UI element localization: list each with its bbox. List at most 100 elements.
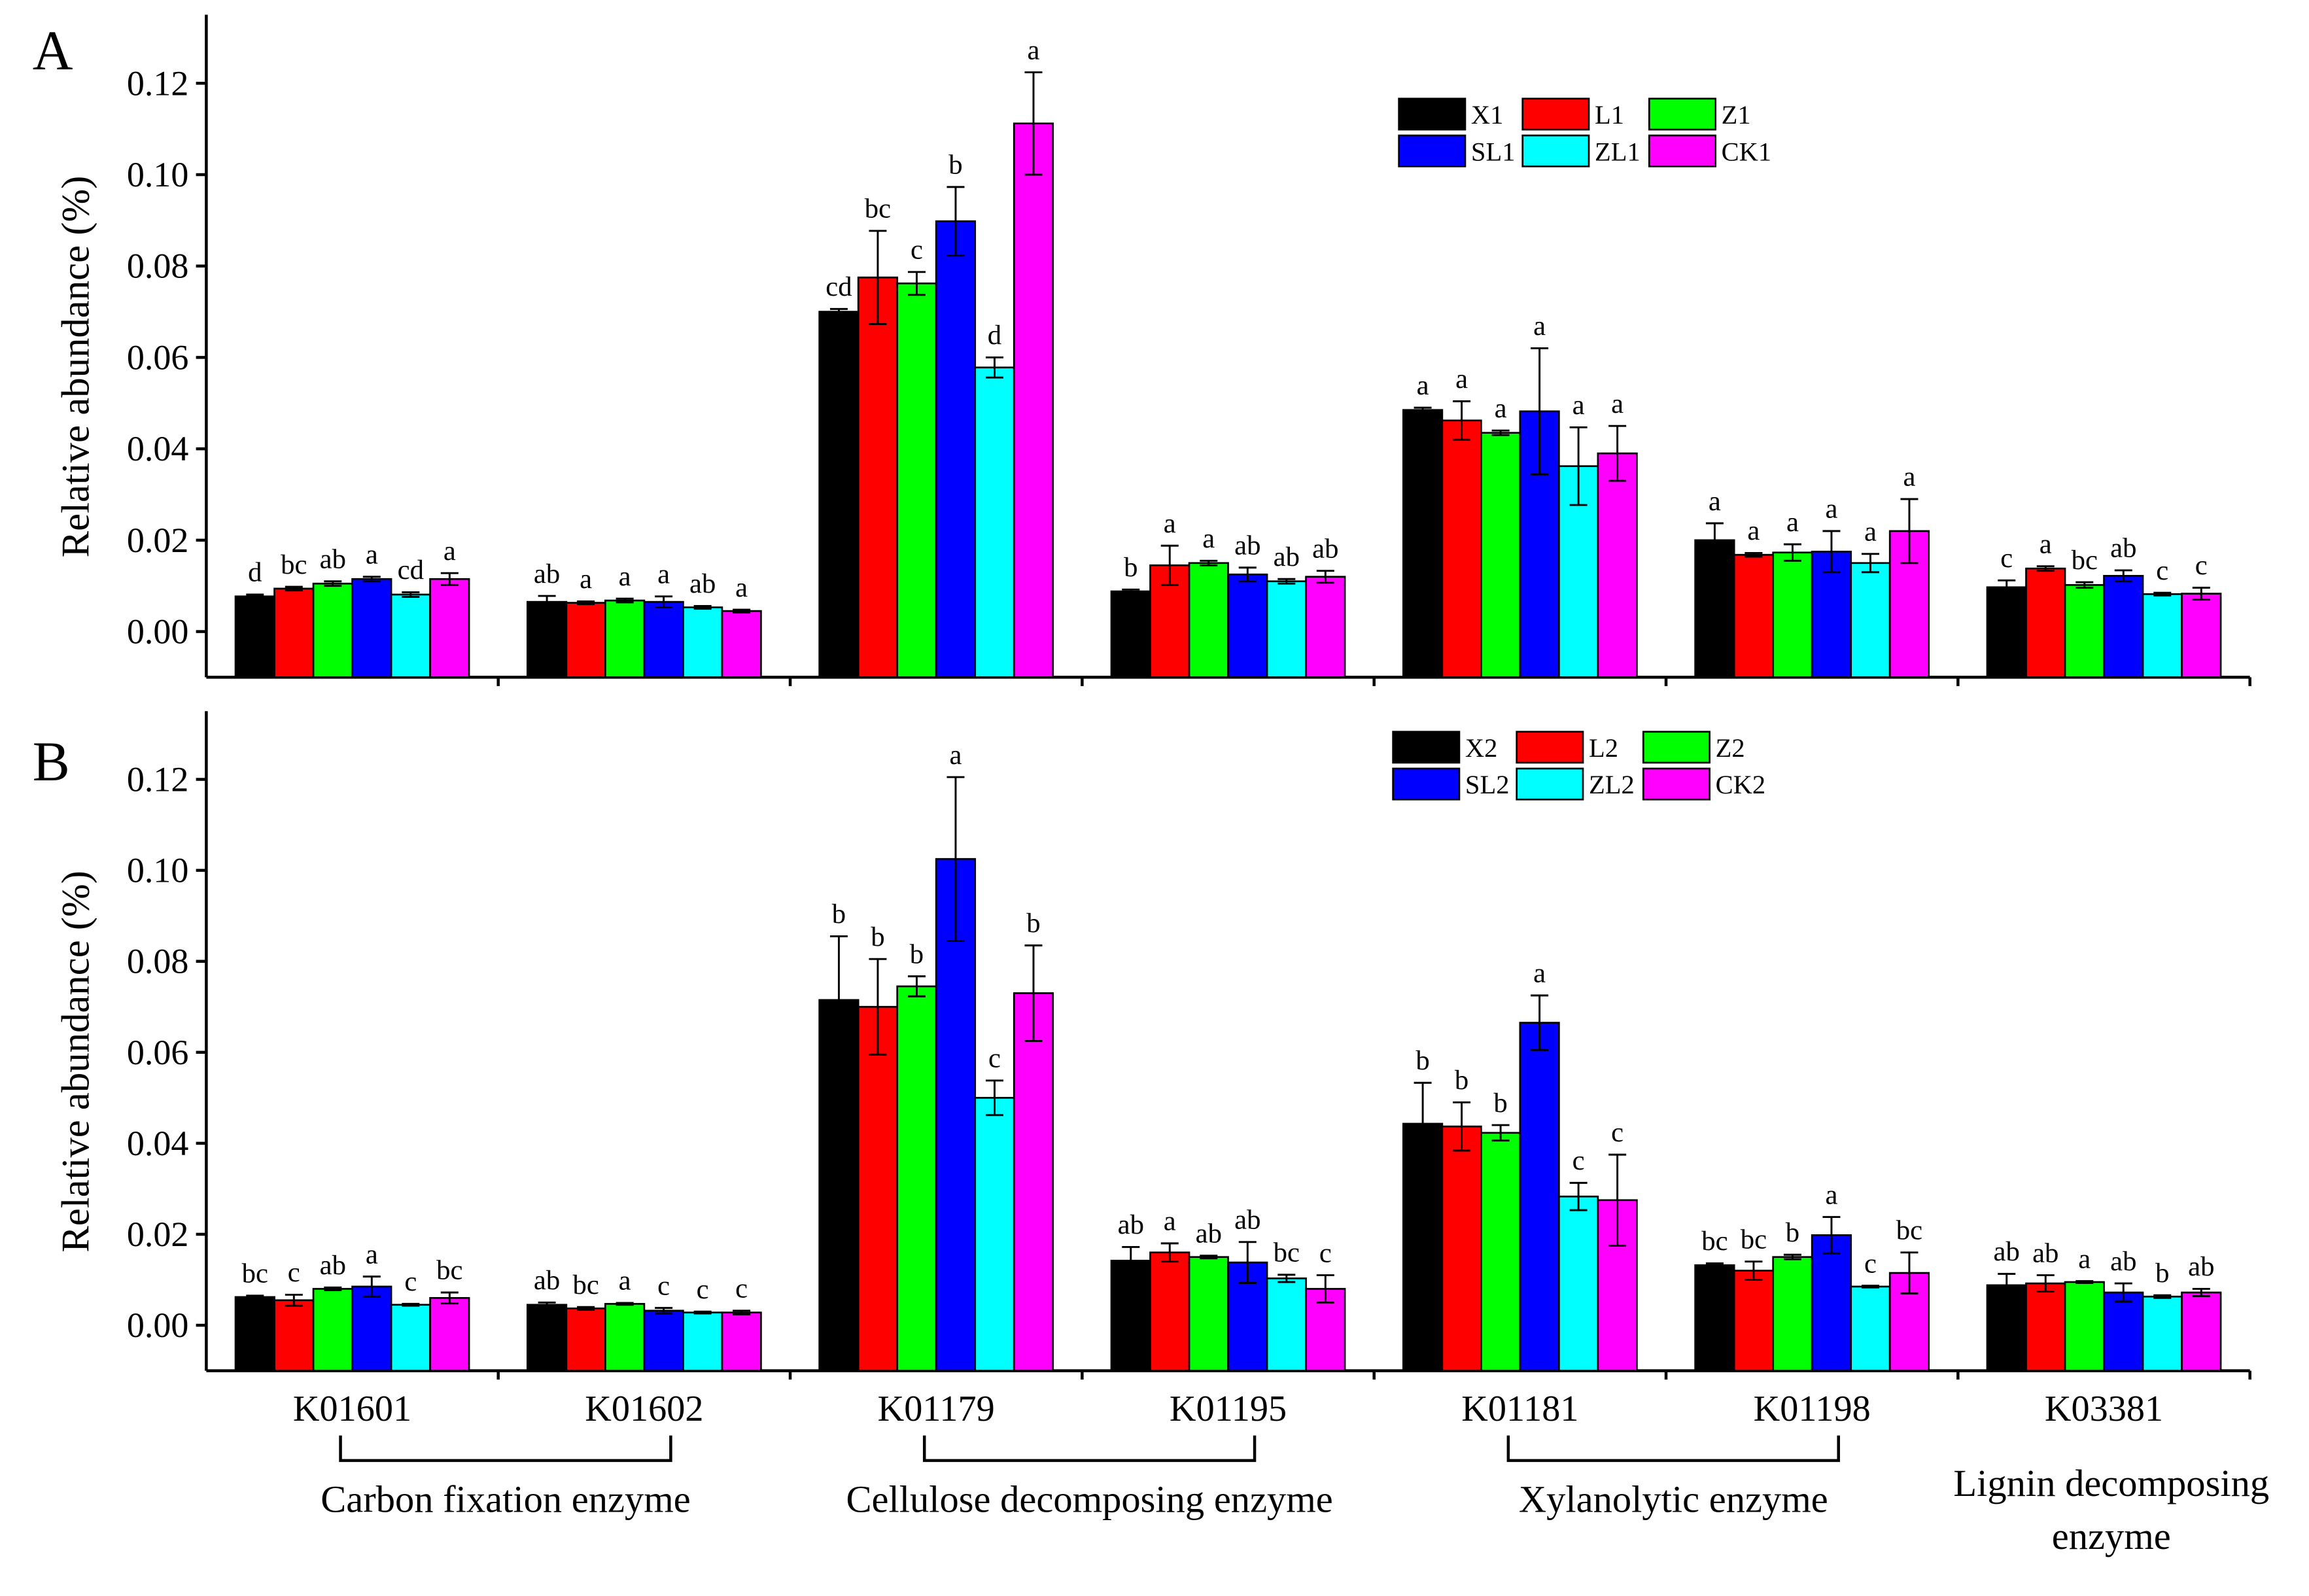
error-bar-sl2-k01181	[1531, 994, 1549, 1051]
error-bar-x1-k01179	[829, 307, 848, 316]
error-bar-zl2-k01195	[1277, 1274, 1296, 1283]
bar-x2-k03381	[1986, 1284, 2027, 1372]
significance-letter-ck2-k01181: c	[1611, 1117, 1623, 1148]
error-bar-l2-k01179	[869, 958, 887, 1056]
bar-z2-k01195	[1188, 1256, 1229, 1372]
legend-label: ZL1	[1595, 137, 1641, 166]
bar-z2-k01181	[1480, 1132, 1521, 1372]
group-label: Lignin decomposing	[1953, 1462, 2269, 1504]
significance-letter-zl1-k03381: c	[2156, 555, 2168, 586]
significance-letter-l1-k03381: a	[2040, 529, 2052, 559]
bar-x1-k01179	[818, 311, 859, 678]
significance-letter-x2-k01602: ab	[534, 1265, 560, 1296]
significance-letter-sl1-k01179: b	[948, 150, 962, 181]
significance-letter-sl2-k01601: a	[366, 1239, 378, 1270]
bar-zl1-k03381	[2142, 593, 2183, 678]
bar-z1-k01602	[604, 599, 646, 678]
bar-sl2-k01601	[351, 1285, 392, 1372]
legend-item-l2: L2	[1516, 731, 1618, 764]
error-bar-x2-k01602	[538, 1301, 556, 1308]
bar-z1-k01601	[312, 582, 353, 678]
error-bar-ck2-k01179	[1024, 944, 1043, 1042]
legend-swatch	[1642, 767, 1710, 801]
significance-letter-sl1-k03381: ab	[2110, 533, 2136, 564]
y-tick-label: 0.10	[127, 155, 189, 194]
error-bar-zl2-k01181	[1569, 1181, 1588, 1211]
significance-letter-sl1-k01181: a	[1533, 311, 1546, 341]
significance-letter-x2-k01601: bc	[242, 1258, 268, 1289]
error-bar-sl2-k01195	[1238, 1241, 1257, 1284]
bar-zl1-k01601	[390, 593, 431, 678]
error-bar-zl1-k01181	[1569, 426, 1588, 506]
bar-x2-k01195	[1110, 1259, 1151, 1372]
error-bar-z1-k01601	[324, 580, 342, 587]
bar-x1-k01602	[527, 600, 568, 678]
error-bar-x2-k01198	[1705, 1262, 1724, 1268]
significance-letter-x1-k01195: b	[1124, 552, 1137, 583]
y-tick-label: 0.00	[127, 1306, 189, 1345]
error-bar-l1-k01179	[869, 230, 887, 325]
legend-label: L1	[1595, 100, 1624, 130]
error-bar-zl1-k01198	[1861, 553, 1879, 574]
significance-letter-zl1-k01181: a	[1572, 390, 1585, 421]
bar-z2-k03381	[2064, 1281, 2105, 1372]
error-bar-l1-k01181	[1453, 400, 1471, 441]
y-tick-label: 0.10	[127, 851, 189, 890]
significance-letter-ck1-k01179: a	[1028, 35, 1040, 65]
bar-ck2-k03381	[2181, 1291, 2222, 1372]
error-bar-sl1-k01601	[362, 576, 381, 583]
legend-label: X2	[1465, 733, 1498, 763]
error-bar-zl2-k01601	[402, 1302, 420, 1307]
error-bar-z2-k01181	[1491, 1124, 1510, 1142]
group-label: Carbon fixation enzyme	[321, 1478, 690, 1521]
bar-ck1-k01179	[1013, 122, 1054, 678]
error-bar-x2-k01179	[829, 935, 848, 1065]
bar-sl2-k01198	[1811, 1234, 1852, 1372]
y-tick-label: 0.02	[127, 521, 189, 560]
y-tick-label: 0.04	[127, 1124, 189, 1163]
bar-l2-k01181	[1441, 1125, 1482, 1372]
significance-letter-z2-k01181: b	[1493, 1088, 1507, 1119]
bar-x2-k01602	[527, 1304, 568, 1372]
significance-letter-x2-k01195: ab	[1118, 1209, 1144, 1240]
error-bar-ck2-k01602	[733, 1310, 751, 1315]
legend-label: SL1	[1471, 137, 1516, 166]
bar-x1-k01198	[1694, 539, 1735, 678]
significance-letter-ck2-k01601: bc	[436, 1255, 462, 1286]
significance-letter-zl1-k01195: ab	[1274, 542, 1300, 572]
significance-letter-zl1-k01601: cd	[398, 555, 424, 585]
bar-l2-k01602	[565, 1307, 606, 1372]
significance-letter-z1-k01198: a	[1786, 507, 1799, 538]
significance-letter-x1-k01602: ab	[534, 559, 560, 589]
significance-letter-sl2-k01198: a	[1825, 1179, 1837, 1210]
bar-z2-k01601	[312, 1288, 353, 1372]
y-tick-label: 0.12	[127, 760, 189, 799]
bar-sl2-k01602	[643, 1310, 684, 1372]
significance-letter-l1-k01601: bc	[281, 549, 307, 580]
error-bar-ck1-k01198	[1900, 498, 1918, 564]
legend-swatch	[1398, 134, 1467, 167]
enzyme-group-1: Cellulose decomposing enzyme	[846, 1435, 1333, 1521]
legend-swatch	[1516, 731, 1584, 764]
y-tick-label: 0.00	[127, 612, 189, 651]
significance-letter-ck1-k01198: a	[1903, 462, 1915, 493]
significance-letter-ck2-k03381: ab	[2188, 1251, 2214, 1282]
bar-l1-k01601	[273, 587, 315, 678]
bar-zl2-k01179	[974, 1096, 1015, 1372]
error-bar-z1-k01179	[907, 271, 926, 296]
legend-label: X1	[1471, 100, 1504, 130]
significance-letter-l2-k01195: a	[1164, 1206, 1176, 1237]
y-tick-label: 0.06	[127, 338, 189, 377]
bar-sl1-k01602	[643, 600, 684, 678]
significance-letter-l1-k01181: a	[1455, 364, 1468, 394]
error-bar-ck2-k01195	[1316, 1274, 1334, 1304]
bar-z1-k01179	[896, 282, 937, 678]
error-bar-zl1-k01195	[1277, 578, 1296, 585]
significance-letter-z2-k03381: a	[2078, 1243, 2091, 1274]
panel-label: A	[33, 20, 73, 82]
error-bar-sl2-k03381	[2114, 1282, 2132, 1303]
error-bar-z2-k03381	[2075, 1280, 2094, 1284]
error-bar-z2-k01601	[324, 1286, 342, 1291]
error-bar-sl1-k01181	[1531, 347, 1549, 476]
significance-letter-z2-k01198: b	[1786, 1217, 1799, 1248]
